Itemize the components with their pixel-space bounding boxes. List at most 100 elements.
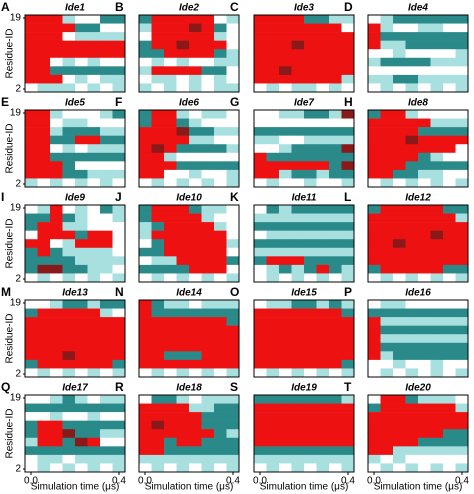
structure-cell [25,239,38,249]
structure-cell [100,135,113,145]
structure-cell [279,222,292,231]
structure-cell [189,300,202,309]
structure-cell [380,395,394,404]
structure-cell [214,273,227,283]
structure-cell [418,169,431,179]
structure-cell [37,359,51,369]
structure-cell [189,57,202,67]
structure-cell [443,66,456,76]
structure-cell [151,334,165,344]
structure-cell [226,83,240,93]
structure-cell [266,230,280,240]
structure-cell [266,144,280,154]
x-axis-label: Simulation time (μs) [374,482,463,493]
structure-cell [75,213,88,223]
structure-cell [329,368,342,378]
structure-cell [100,429,113,439]
structure-cell [226,420,240,430]
structure-cell [443,429,456,439]
panel-title: Ide10 [176,193,202,204]
structure-cell [151,264,165,274]
structure-cell [100,161,113,171]
structure-cell [214,429,227,439]
structure-cell [50,23,63,33]
structure-cell [139,446,152,456]
structure-cell [279,429,292,439]
structure-cell [393,359,406,369]
y-axis-label: Residue-ID [5,218,16,268]
structure-cell [164,300,177,309]
structure-cell [393,222,406,231]
structure-cell [100,412,113,421]
structure-cell [329,429,342,439]
structure-cell [75,395,88,404]
structure-cell [112,247,126,257]
structure-cell [189,463,202,473]
structure-cell [62,273,76,283]
structure-cell [304,66,317,76]
structure-cell [418,15,431,24]
panel-frame [24,109,126,188]
structure-cell [266,395,280,404]
structure-cell [304,325,317,335]
structure-cell [176,135,190,145]
structure-cell [329,118,342,128]
structure-cell [455,317,469,326]
structure-cell [75,15,88,24]
panel-frame [367,204,469,283]
structure-cell [87,32,101,41]
structure-cell [329,15,342,24]
structure-cell [226,15,240,24]
structure-cell [176,23,190,33]
structure-cell [329,420,342,430]
structure-cell [87,264,101,274]
structure-cell [368,127,381,136]
structure-cell [50,264,63,274]
structure-cell [87,273,101,283]
structure-cell [329,230,342,240]
structure-cell [164,135,177,145]
structure-cell [164,66,177,76]
structure-cell [37,317,51,326]
structure-cell [25,205,38,214]
structure-cell [139,395,152,404]
structure-cell [87,66,101,76]
structure-cell [254,32,267,41]
structure-cell [405,178,419,188]
structure-cell [368,152,381,162]
panel-frame [24,14,126,93]
structure-cell [341,325,355,335]
structure-cell [50,420,63,430]
structure-cell [87,368,101,378]
structure-cell [279,32,292,41]
structure-cell [176,317,190,326]
structure-cell [151,57,165,67]
structure-cell [380,205,394,214]
panel-title: Ide20 [405,383,431,394]
structure-cell [266,23,280,33]
structure-cell [304,144,317,154]
structure-cell [266,429,280,439]
structure-cell [214,144,227,154]
structure-cell [316,239,330,249]
structure-cell [455,454,469,464]
structure-cell [226,213,240,223]
structure-cell [455,325,469,335]
structure-cell [368,351,381,361]
structure-cell [37,32,51,41]
structure-cell [50,110,63,119]
structure-cell [418,23,431,33]
structure-cell [87,135,101,145]
structure-cell [139,342,152,352]
structure-cell [418,213,431,223]
structure-cell [341,83,355,93]
structure-cell [112,317,126,326]
structure-cell [418,40,431,50]
structure-cell [291,368,305,378]
structure-cell [139,334,152,344]
structure-cell [164,317,177,326]
structure-cell [304,351,317,361]
structure-cell [151,308,165,318]
structure-cell [266,412,280,421]
structure-cell [226,230,240,240]
